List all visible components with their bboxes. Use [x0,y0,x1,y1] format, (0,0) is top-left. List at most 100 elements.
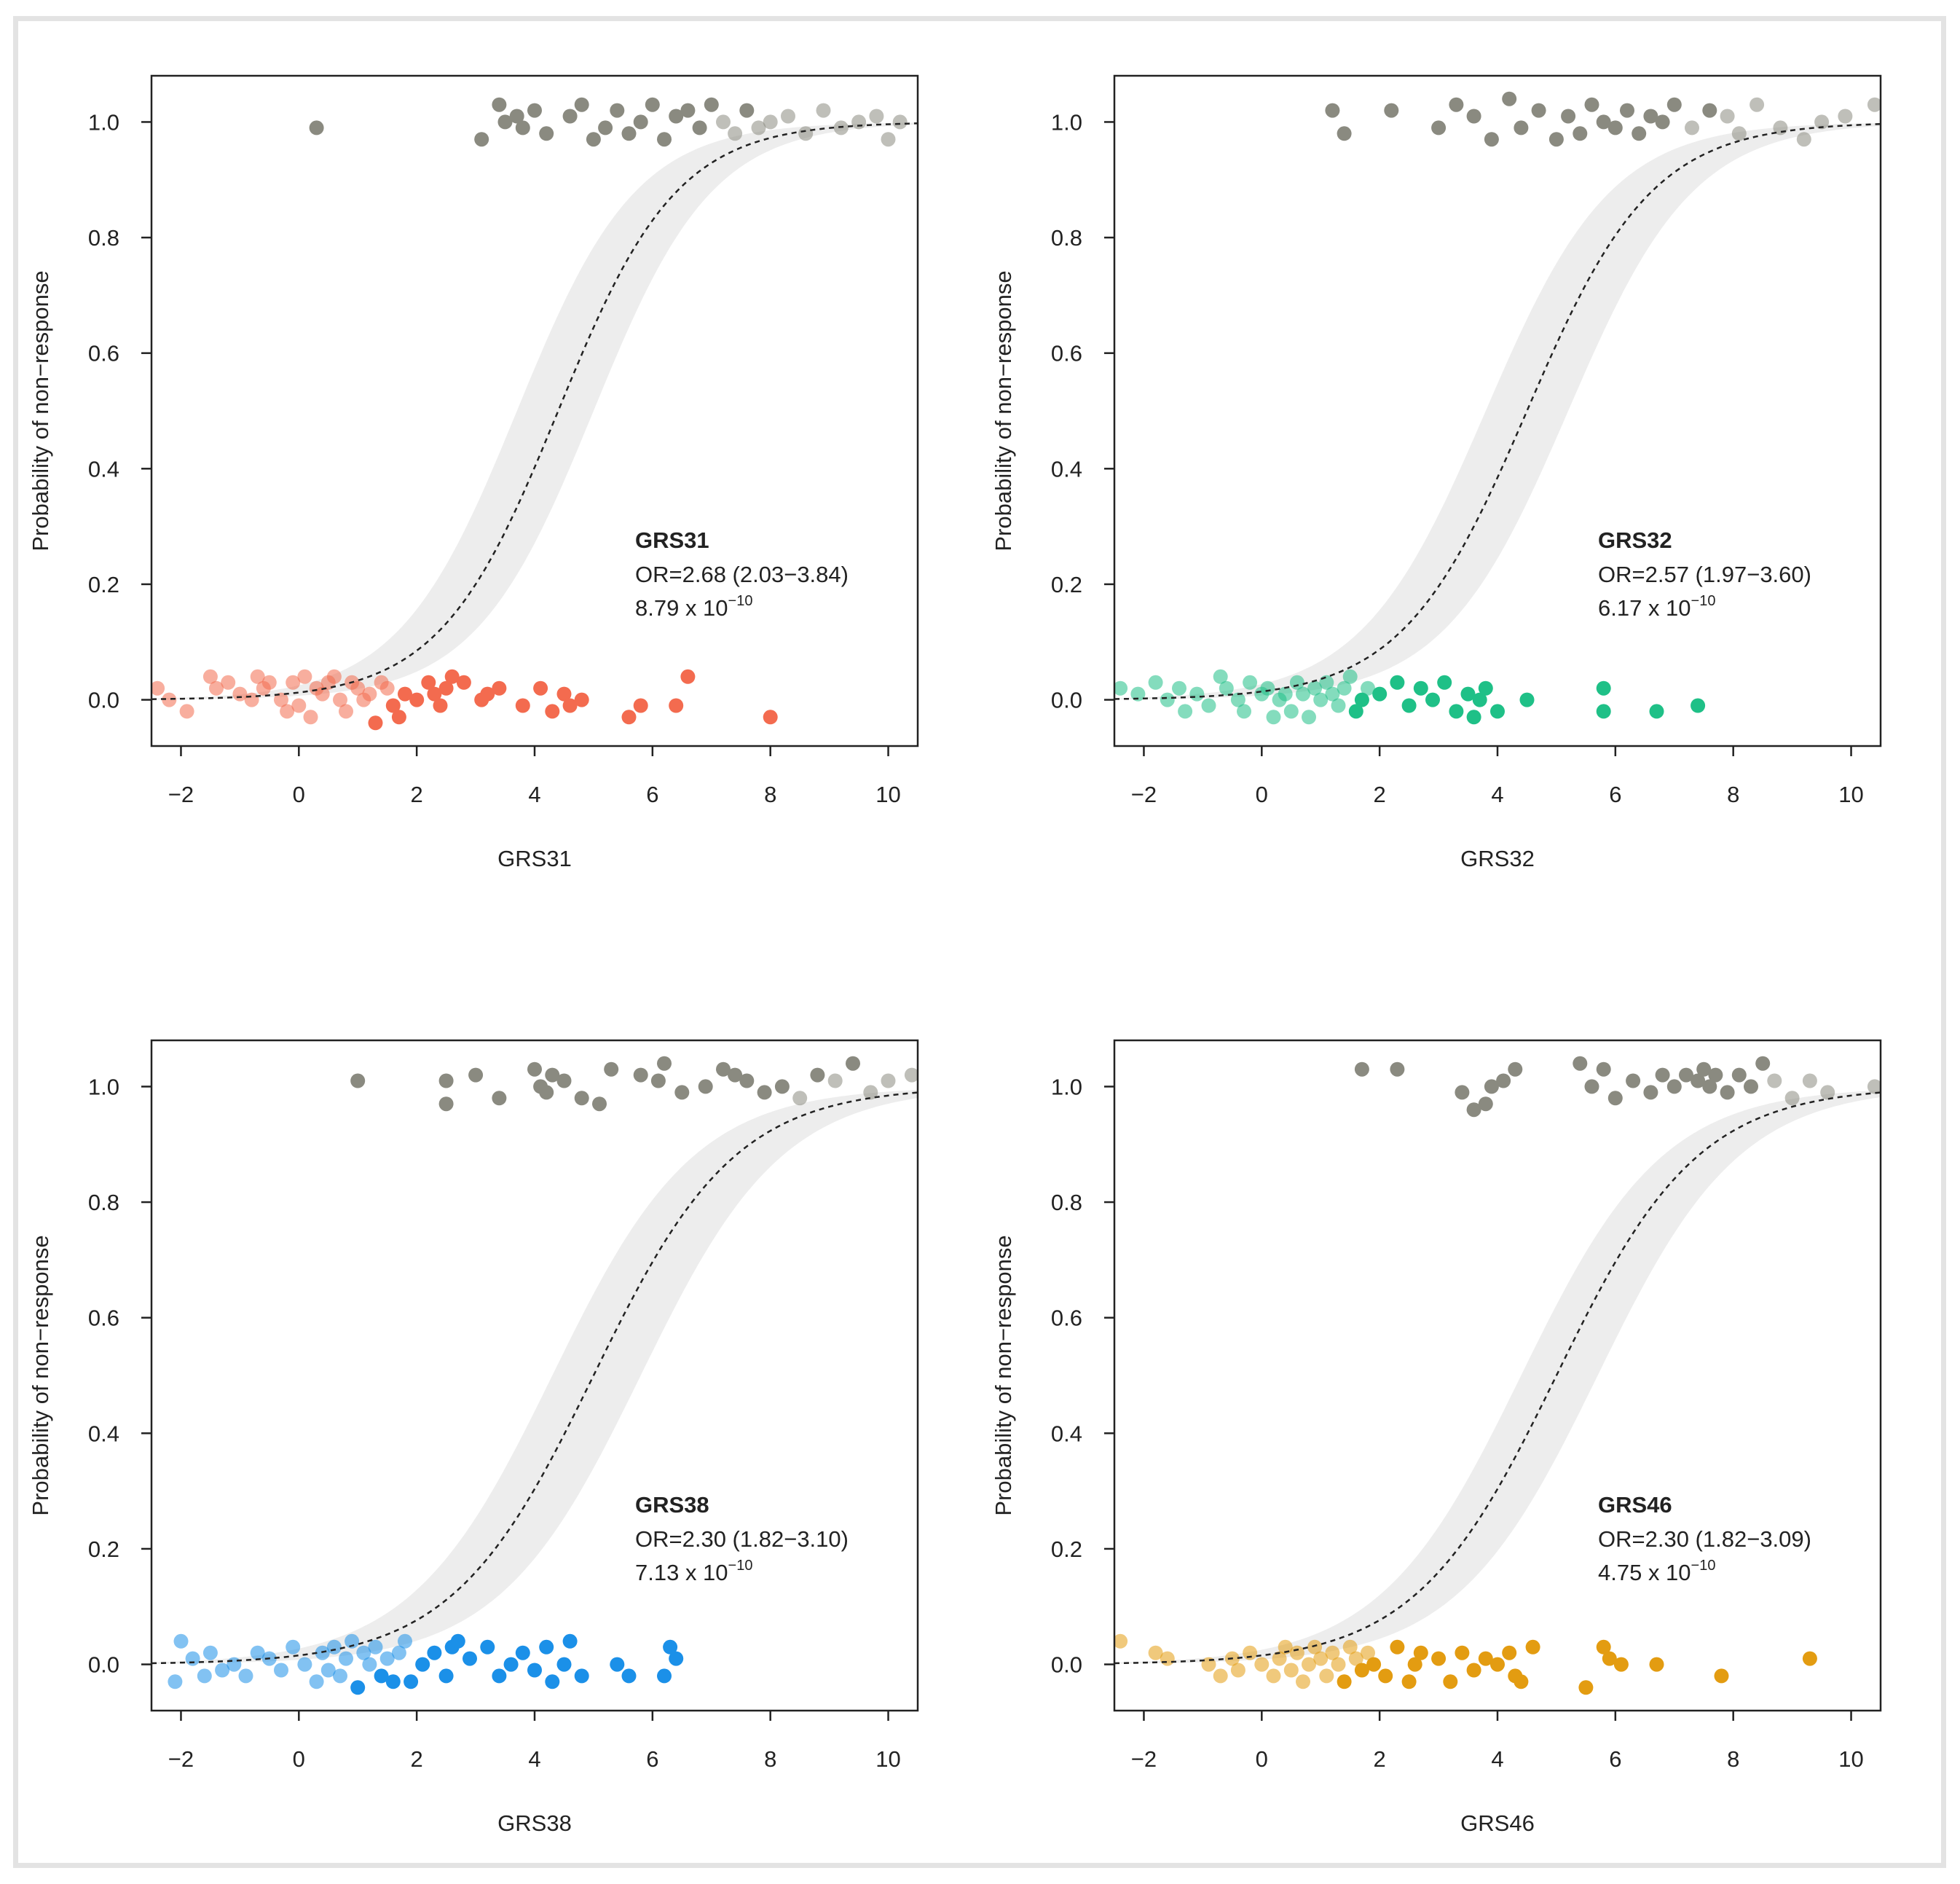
nonresponder-point [1643,1085,1658,1100]
responder-point [1366,1657,1382,1672]
responder-point [1342,669,1358,684]
fitted-curve [151,122,918,700]
responder-point [1230,692,1245,707]
nonresponder-point [1867,1079,1881,1094]
responder-point [250,1645,265,1660]
responder-point [663,1639,678,1655]
responder-point [286,675,301,690]
nonresponder-point [474,132,489,147]
nonresponder-point [1679,1067,1693,1083]
responder-point [1254,1657,1270,1672]
nonresponder-point [1514,120,1529,136]
nonresponder-point [1767,1073,1782,1088]
x-tick-label: 4 [1491,782,1503,807]
responder-point [1213,1668,1228,1684]
responder-point [1354,1663,1369,1678]
x-tick-label: −2 [1131,782,1157,807]
nonresponder-point [527,103,542,118]
x-tick-label: 4 [1491,1746,1503,1772]
responder-point [409,692,425,707]
responder-point [1613,1657,1629,1672]
x-tick-label: 0 [1256,782,1268,807]
figure-canvas: 0.0 0.2 0.4 0.6 0.8 1.0 −2 0 2 4 6 8 10 GRS31 Probabil… [28,74,1882,1836]
y-tick-label: 0.6 [88,341,119,366]
y-tick-label: 0.4 [88,1421,119,1446]
responder-point [427,1645,442,1660]
responder-point [1490,1657,1505,1672]
nonresponder-point [692,120,707,136]
panel-grs31: 0.0 0.2 0.4 0.6 0.8 1.0 −2 0 2 4 6 8 10 GRS31 Probabil… [28,74,919,871]
nonresponder-point [1561,109,1576,124]
responder-point [1230,1663,1245,1678]
responder-point [1302,710,1316,725]
nonresponder-point [1607,120,1623,136]
responder-point [1425,692,1440,707]
x-tick-label: 10 [875,1746,900,1772]
x-tick-label: 6 [1609,1746,1621,1772]
nonresponder-point [438,1073,454,1088]
nonresponder-point [1496,1073,1511,1088]
nonresponder-point [1632,126,1647,141]
responder-point [1431,1651,1447,1666]
responder-point [274,692,288,707]
responder-point [362,686,377,702]
plot-frame [150,1039,919,1712]
nonresponder-point [586,132,601,147]
y-tick-label: 0.2 [88,1536,119,1562]
nonresponder-point [604,1061,619,1077]
nonresponder-point [1502,91,1517,106]
responder-point [1160,1651,1175,1666]
nonresponder-point [633,114,648,130]
x-tick-label: 4 [528,782,540,807]
x-tick-label: 2 [411,782,423,807]
responder-point [1148,675,1163,690]
responder-point [1283,704,1299,719]
nonresponder-point [716,1061,731,1077]
nonresponder-point [1531,103,1546,118]
responder-point [1114,1633,1128,1649]
responder-point [503,1657,519,1672]
pvalue-mantissa: 6.17 x 10 [1598,595,1691,621]
responder-point [398,1633,412,1649]
responder-point [1307,1639,1323,1655]
responder-point [1278,686,1293,702]
responder-point [1342,1639,1358,1655]
responder-point [333,692,347,707]
responder-point [463,1651,477,1666]
nonresponder-point [1337,126,1352,141]
x-tick-label: 0 [293,782,305,807]
responder-point [1472,692,1487,707]
responder-point [398,686,412,702]
nonresponder-point [1431,120,1447,136]
nonresponder-point [716,114,731,130]
responder-point [1596,704,1611,719]
responder-point [456,675,471,690]
nonresponder-point [492,97,507,112]
nonresponder-point [1666,1079,1682,1094]
nonresponder-point [1584,1079,1599,1094]
responder-point [1714,1668,1729,1684]
nonresponder-point [1784,1091,1800,1106]
responder-point [1519,692,1535,707]
nonresponder-point [810,1067,825,1083]
responder-point [232,686,248,702]
responder-point [1361,1645,1375,1660]
responder-point [562,698,578,713]
responder-point [362,1657,377,1672]
responder-point [1296,686,1310,702]
responder-point [385,1674,401,1689]
y-tick-label: 0.8 [1051,225,1082,251]
nonresponder-point [574,1091,589,1106]
responder-point [1596,680,1611,696]
y-axis-label: Probability of non−response [991,270,1016,551]
nonresponder-point [309,120,324,136]
responder-point [1313,1651,1329,1666]
responder-point [1160,692,1175,707]
x-tick-label: 8 [764,782,776,807]
y-tick-label: 1.0 [88,1074,119,1099]
y-tick-label: 0.4 [1051,456,1082,482]
x-tick-label: 6 [1609,782,1621,807]
responder-point [286,1639,301,1655]
x-tick-label: 2 [1374,1746,1386,1772]
responder-point [669,698,684,713]
